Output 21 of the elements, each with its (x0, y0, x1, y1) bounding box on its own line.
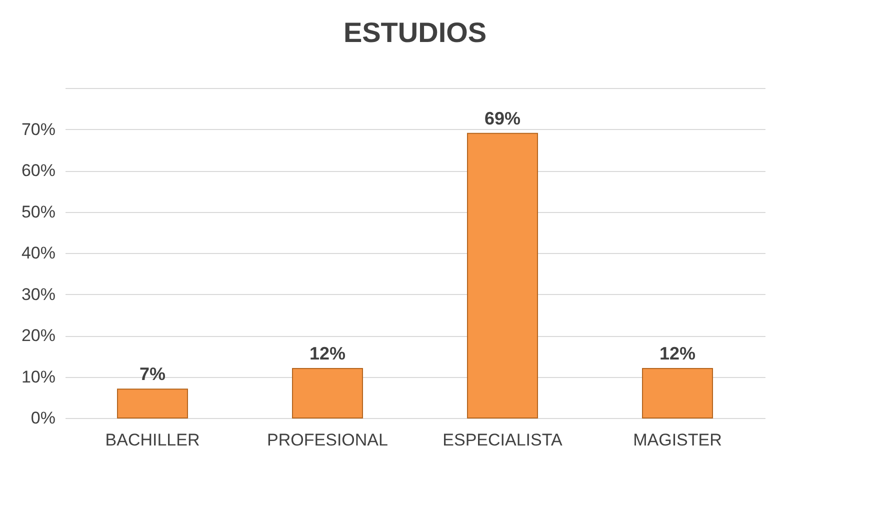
x-tick-label: MAGISTER (633, 430, 722, 450)
data-label: 12% (659, 344, 696, 364)
y-tick-label: 0% (30, 408, 56, 428)
data-label: 69% (484, 108, 521, 128)
data-label: 7% (139, 364, 166, 384)
y-tick-label: 60% (21, 161, 56, 180)
bar (117, 388, 188, 418)
x-tick-label: PROFESIONAL (267, 430, 388, 450)
data-label: 12% (309, 344, 346, 364)
y-tick-label: 50% (21, 202, 56, 222)
x-tick-label: BACHILLER (105, 430, 200, 450)
y-tick-label: 30% (21, 284, 56, 304)
bar (642, 368, 713, 418)
y-tick-label: 40% (21, 244, 56, 262)
chart-title: ESTUDIOS (343, 17, 487, 48)
y-tick-label: 20% (21, 326, 56, 345)
bar (292, 368, 363, 418)
y-tick-label: 70% (21, 120, 56, 139)
bar (467, 132, 538, 418)
y-tick-label: 10% (21, 367, 56, 386)
x-tick-label: ESPECIALISTA (442, 430, 563, 450)
